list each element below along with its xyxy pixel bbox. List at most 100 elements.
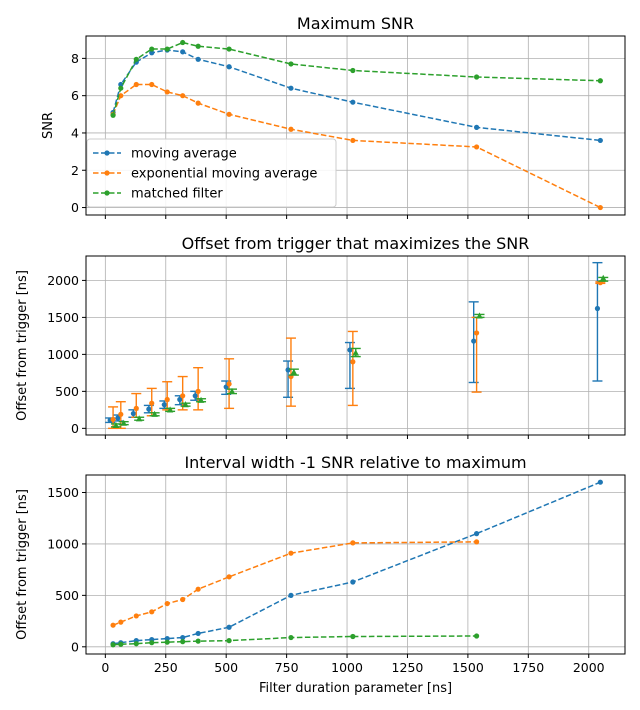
- series-1-point: [597, 479, 603, 485]
- y-tick-label: 1500: [47, 310, 79, 325]
- series-2-point: [149, 81, 155, 88]
- series-2-point: [164, 89, 170, 95]
- series-1-point: [180, 634, 186, 641]
- chart-title: Interval width -1 SNR relative to maximu…: [184, 453, 526, 472]
- series-1-point: [471, 338, 477, 344]
- series-1-point: [594, 305, 601, 312]
- series-1-line: [112, 49, 601, 142]
- series-3-point: [182, 401, 189, 408]
- series-3-point: [149, 46, 155, 52]
- series-2-point: [288, 550, 294, 556]
- y-tick-label: 8: [71, 51, 79, 66]
- legend-marker: [104, 170, 110, 176]
- series-1-point: [195, 630, 201, 637]
- series-2-point: [180, 393, 186, 399]
- series-1-point: [288, 85, 294, 91]
- x-tick-label: 500: [214, 660, 238, 675]
- series-1-point: [130, 410, 136, 417]
- series-1-point: [597, 137, 603, 144]
- series-3-point: [118, 641, 124, 647]
- series-2-point: [149, 400, 155, 406]
- y-tick-label: 500: [55, 588, 79, 603]
- series-1-point: [285, 367, 291, 373]
- chart-panel-3: 0 250 500 750 1000 1250 1500 1750 2000 0 500 1000 15…: [15, 453, 626, 696]
- series-3-point: [476, 312, 483, 319]
- x-tick-label: 1500: [452, 660, 484, 675]
- series-2-point: [350, 540, 356, 546]
- series-1-point: [161, 402, 167, 408]
- series-3-point: [112, 421, 120, 428]
- series-2-point: [288, 126, 294, 132]
- series-2-point: [226, 574, 232, 580]
- series-3-point: [197, 396, 205, 403]
- y-tick-label: 0: [71, 639, 79, 654]
- x-tick-label: 250: [154, 660, 178, 675]
- series-1-point: [350, 579, 356, 585]
- series-2-point: [350, 359, 356, 365]
- series-3-point: [288, 61, 294, 67]
- plot-area: [110, 479, 603, 648]
- series-3-point: [120, 419, 127, 426]
- series-3-point: [350, 633, 356, 640]
- series-3-point: [180, 39, 186, 46]
- series-3-point: [290, 368, 298, 375]
- series-2-point: [195, 388, 201, 394]
- legend-marker: [104, 150, 110, 156]
- series-2-point: [350, 137, 356, 144]
- legend-entry: exponential moving average: [131, 167, 317, 182]
- y-tick-label: 2000: [47, 273, 79, 288]
- chart-panel-2: 0 500 1000 1500 2000 Offset from trigger that…: [15, 234, 626, 439]
- series-3-point: [133, 56, 139, 62]
- series-2-point: [164, 600, 170, 607]
- series-2-point: [597, 204, 603, 211]
- axes-frame: [85, 255, 626, 436]
- series-2-point: [473, 330, 480, 336]
- series-2-point: [180, 93, 186, 99]
- series-3-point: [228, 387, 236, 394]
- y-tick-label: 0: [71, 421, 79, 436]
- y-tick-label: 1500: [47, 485, 79, 500]
- x-tick-label: 2000: [573, 660, 605, 675]
- y-tick-label: 1000: [47, 536, 79, 551]
- series-3-point: [118, 85, 124, 91]
- series-1-line: [112, 481, 601, 645]
- series-3-point: [135, 415, 143, 422]
- plot-area: [110, 39, 603, 211]
- series-2-point: [473, 144, 480, 150]
- series-2-point: [133, 613, 139, 619]
- series-1-point: [192, 393, 198, 399]
- axes-frame: [85, 35, 626, 216]
- series-3-point: [166, 406, 174, 413]
- series-2-point: [226, 381, 232, 387]
- series-3-point: [226, 638, 232, 644]
- series-3-point: [151, 410, 158, 417]
- legend-marker: [104, 190, 110, 196]
- series-2-point: [110, 622, 116, 628]
- series-1-point: [226, 624, 232, 630]
- axes-frame: [85, 474, 626, 655]
- series-3-point: [350, 67, 356, 74]
- series-1-point: [149, 50, 155, 56]
- series-1-point: [146, 406, 152, 412]
- series-3-point: [110, 642, 116, 648]
- series-1-point: [288, 592, 294, 598]
- series-3-point: [352, 349, 359, 356]
- series-1-point: [473, 531, 480, 537]
- y-axis-label: SNR: [41, 112, 56, 139]
- y-tick-label: 6: [71, 88, 79, 103]
- y-tick-label: 2: [71, 163, 79, 178]
- series-3-point: [149, 640, 155, 646]
- series-2-point: [164, 396, 170, 403]
- series-3-point: [110, 112, 116, 118]
- series-1-point: [164, 635, 170, 642]
- series-2-point: [180, 596, 186, 603]
- x-tick-label: 1250: [392, 660, 424, 675]
- series-1-point: [350, 99, 356, 105]
- series-2-point: [110, 416, 116, 423]
- series-1-point: [195, 56, 201, 62]
- plot-area: [105, 261, 609, 430]
- series-3-point: [600, 274, 607, 281]
- x-tick-label: 0: [101, 660, 109, 675]
- series-1-point: [177, 396, 183, 403]
- legend: moving average exponential moving average…: [86, 138, 337, 208]
